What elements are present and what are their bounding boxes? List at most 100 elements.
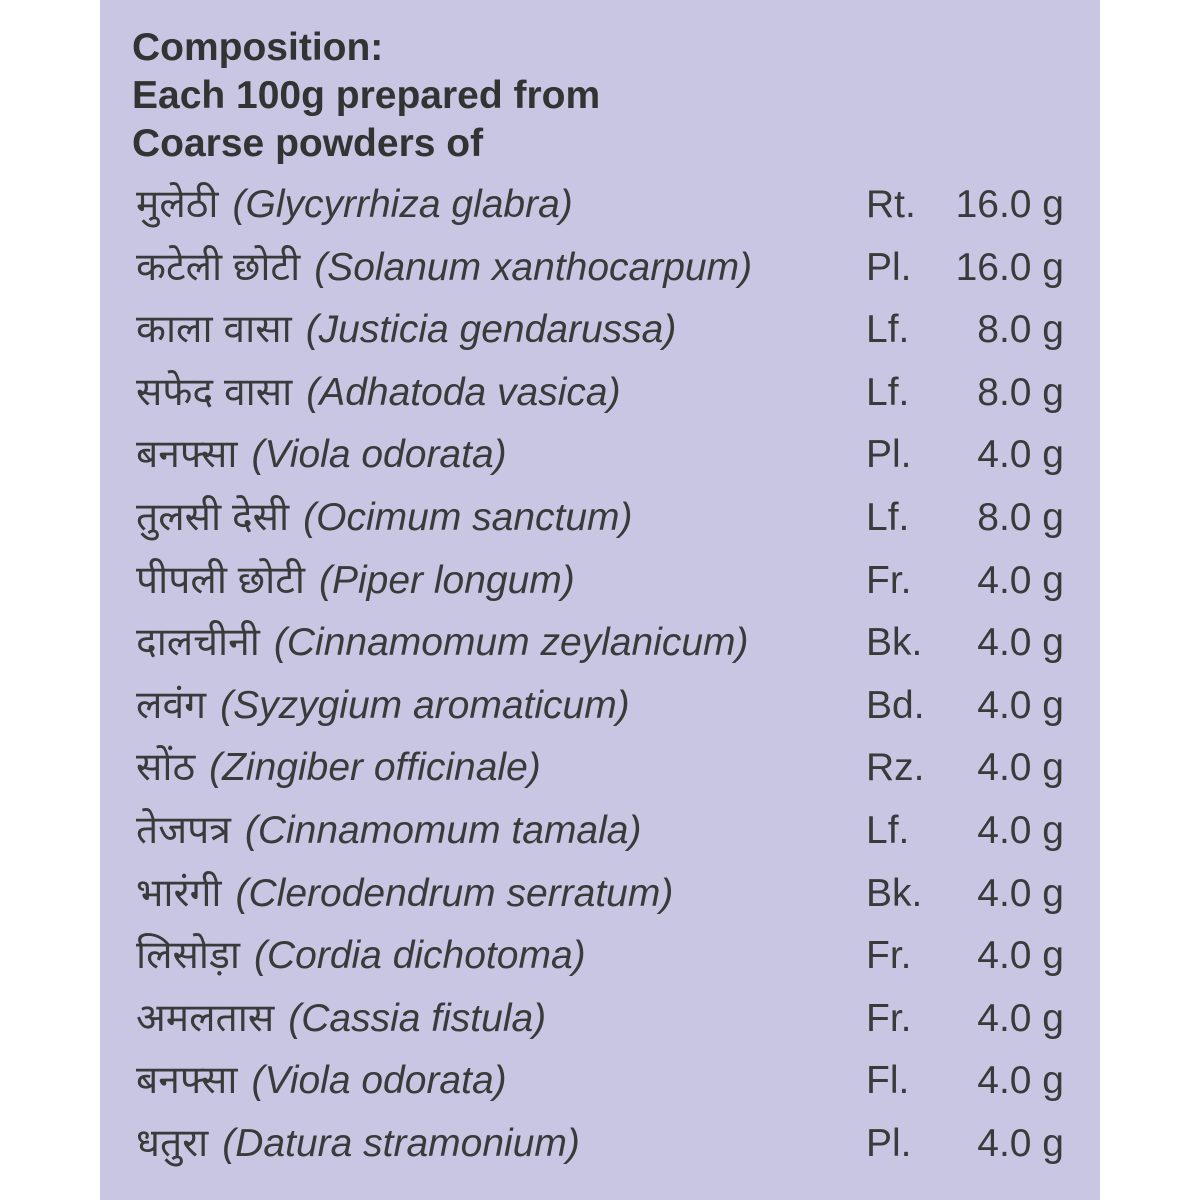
ingredient-part: Bk.	[866, 621, 923, 665]
ingredient-botanical-name: (Justicia gendarussa)	[305, 308, 677, 352]
ingredient-row: पीपली छोटी (Piper longum) Fr. 4.0 g	[100, 550, 1100, 612]
composition-subtitle: Each 100g prepared from	[132, 74, 601, 117]
ingredient-botanical-name: (Glycyrrhiza glabra)	[232, 183, 573, 226]
ingredient-name: भारंगी (Clerodendrum serratum)	[136, 863, 673, 925]
ingredient-hindi-name: काला वासा	[136, 308, 292, 352]
ingredient-part: Fr.	[866, 934, 912, 978]
ingredient-botanical-name: (Piper longum)	[318, 558, 575, 602]
ingredient-botanical-name: (Cinnamomum zeylanicum)	[273, 621, 749, 665]
ingredient-name: दालचीनी (Cinnamomum zeylanicum)	[136, 612, 749, 674]
ingredient-part: Bd.	[866, 683, 925, 727]
ingredient-row: बनफ्सा (Viola odorata) Fl. 4.0 g	[100, 1050, 1100, 1112]
ingredient-part: Lf.	[866, 308, 910, 352]
ingredient-quantity: 4.0 g	[977, 558, 1064, 602]
ingredient-name: अमलतास (Cassia fistula)	[136, 988, 546, 1050]
ingredient-name: बनफ्सा (Viola odorata)	[136, 424, 507, 486]
ingredient-name: तुलसी देसी (Ocimum sanctum)	[136, 487, 633, 549]
ingredient-name: सोंठ (Zingiber officinale)	[136, 737, 541, 799]
ingredient-botanical-name: (Cinnamomum tamala)	[244, 809, 642, 852]
ingredient-part: Fl.	[866, 1059, 910, 1103]
ingredient-quantity: 16.0 g	[955, 183, 1064, 226]
ingredient-row: तुलसी देसी (Ocimum sanctum) Lf. 8.0 g	[100, 487, 1100, 549]
ingredient-part: Rz.	[866, 746, 925, 790]
ingredient-botanical-name: (Viola odorata)	[251, 1059, 507, 1103]
ingredient-row: काला वासा (Justicia gendarussa) Lf. 8.0 g	[100, 299, 1100, 361]
ingredient-row: अमलतास (Cassia fistula) Fr. 4.0 g	[100, 988, 1100, 1050]
ingredient-row: लिसोड़ा (Cordia dichotoma) Fr. 4.0 g	[100, 925, 1100, 987]
ingredient-quantity: 4.0 g	[977, 809, 1064, 852]
ingredient-quantity: 4.0 g	[977, 996, 1064, 1040]
ingredient-hindi-name: लिसोड़ा	[136, 934, 240, 978]
ingredient-botanical-name: (Datura stramonium)	[222, 1122, 580, 1165]
ingredient-quantity: 4.0 g	[977, 871, 1064, 915]
ingredient-name: पीपली छोटी (Piper longum)	[136, 550, 575, 612]
ingredient-hindi-name: धतुरा	[136, 1122, 209, 1165]
ingredient-part: Pl.	[866, 1122, 912, 1165]
ingredient-row: कटेली छोटी (Solanum xanthocarpum) Pl. 16.0 …	[100, 237, 1100, 299]
composition-title: Composition:	[132, 26, 384, 69]
ingredient-hindi-name: दालचीनी	[136, 621, 260, 665]
ingredient-part: Pl.	[866, 245, 912, 289]
ingredient-quantity: 4.0 g	[977, 621, 1064, 665]
ingredient-row: सफेद वासा (Adhatoda vasica) Lf. 8.0 g	[100, 362, 1100, 424]
ingredient-row: तेजपत्र (Cinnamomum tamala) Lf. 4.0 g	[100, 800, 1100, 862]
ingredient-botanical-name: (Syzygium aromaticum)	[220, 683, 630, 727]
ingredient-quantity: 4.0 g	[977, 1122, 1064, 1165]
composition-subtitle-2: Coarse powders of	[132, 122, 484, 165]
ingredient-name: सफेद वासा (Adhatoda vasica)	[136, 362, 621, 424]
ingredient-quantity: 4.0 g	[977, 934, 1064, 978]
ingredient-quantity: 4.0 g	[977, 683, 1064, 727]
ingredient-part: Bk.	[866, 871, 923, 915]
ingredient-hindi-name: सफेद वासा	[136, 370, 293, 414]
ingredient-botanical-name: (Ocimum sanctum)	[303, 496, 633, 539]
ingredient-botanical-name: (Solanum xanthocarpum)	[314, 245, 753, 289]
ingredient-botanical-name: (Cassia fistula)	[288, 996, 547, 1040]
ingredient-row: भारंगी (Clerodendrum serratum) Bk. 4.0 g	[100, 863, 1100, 925]
ingredient-row: धतुरा (Datura stramonium) Pl. 4.0 g	[100, 1113, 1100, 1175]
ingredient-botanical-name: (Adhatoda vasica)	[306, 370, 621, 414]
ingredient-row: लवंग (Syzygium aromaticum) Bd. 4.0 g	[100, 675, 1100, 737]
ingredient-quantity: 8.0 g	[977, 370, 1064, 414]
ingredient-row: दालचीनी (Cinnamomum zeylanicum) Bk. 4.0 g	[100, 612, 1100, 674]
ingredient-name: मुलेठी (Glycyrrhiza glabra)	[136, 174, 573, 236]
ingredient-hindi-name: तेजपत्र	[136, 809, 231, 852]
ingredient-botanical-name: (Viola odorata)	[251, 433, 507, 477]
ingredient-quantity: 4.0 g	[977, 1059, 1064, 1103]
ingredient-hindi-name: सोंठ	[136, 746, 196, 790]
ingredient-name: कटेली छोटी (Solanum xanthocarpum)	[136, 237, 752, 299]
ingredient-part: Lf.	[866, 809, 910, 852]
ingredient-part: Pl.	[866, 433, 912, 477]
ingredient-part: Lf.	[866, 370, 910, 414]
ingredient-quantity: 8.0 g	[977, 308, 1064, 352]
composition-panel: मुलेठी (Glycyrrhiza glabra) Rt. 16.0 g कटेली…	[100, 0, 1100, 1200]
ingredient-quantity: 8.0 g	[977, 496, 1064, 539]
ingredient-botanical-name: (Cordia dichotoma)	[253, 934, 586, 978]
ingredient-hindi-name: अमलतास	[136, 996, 275, 1040]
ingredient-quantity: 4.0 g	[977, 746, 1064, 790]
ingredient-botanical-name: (Clerodendrum serratum)	[235, 871, 674, 915]
ingredient-name: तेजपत्र (Cinnamomum tamala)	[136, 800, 641, 862]
ingredient-hindi-name: पीपली छोटी	[136, 558, 305, 602]
ingredient-name: काला वासा (Justicia gendarussa)	[136, 299, 676, 361]
ingredient-part: Rt.	[866, 183, 916, 226]
ingredient-hindi-name: भारंगी	[136, 871, 222, 915]
ingredient-hindi-name: मुलेठी	[136, 183, 219, 226]
ingredient-hindi-name: कटेली छोटी	[136, 245, 301, 289]
ingredient-name: लिसोड़ा (Cordia dichotoma)	[136, 925, 586, 987]
ingredient-part: Fr.	[866, 558, 912, 602]
ingredient-hindi-name: बनफ्सा	[136, 433, 238, 477]
ingredient-part: Lf.	[866, 496, 910, 539]
ingredient-row: बनफ्सा (Viola odorata) Pl. 4.0 g	[100, 424, 1100, 486]
ingredient-quantity: 4.0 g	[977, 433, 1064, 477]
ingredient-name: लवंग (Syzygium aromaticum)	[136, 675, 630, 737]
ingredient-hindi-name: बनफ्सा	[136, 1059, 238, 1103]
ingredient-name: धतुरा (Datura stramonium)	[136, 1113, 580, 1175]
ingredient-botanical-name: (Zingiber officinale)	[209, 746, 541, 790]
ingredient-part: Fr.	[866, 996, 912, 1040]
ingredient-name: बनफ्सा (Viola odorata)	[136, 1050, 507, 1112]
ingredient-row: सोंठ (Zingiber officinale) Rz. 4.0 g	[100, 737, 1100, 799]
ingredient-hindi-name: लवंग	[136, 683, 207, 727]
ingredient-row: मुलेठी (Glycyrrhiza glabra) Rt. 16.0 g	[100, 174, 1100, 236]
ingredient-quantity: 16.0 g	[955, 245, 1064, 289]
ingredient-hindi-name: तुलसी देसी	[136, 496, 290, 539]
